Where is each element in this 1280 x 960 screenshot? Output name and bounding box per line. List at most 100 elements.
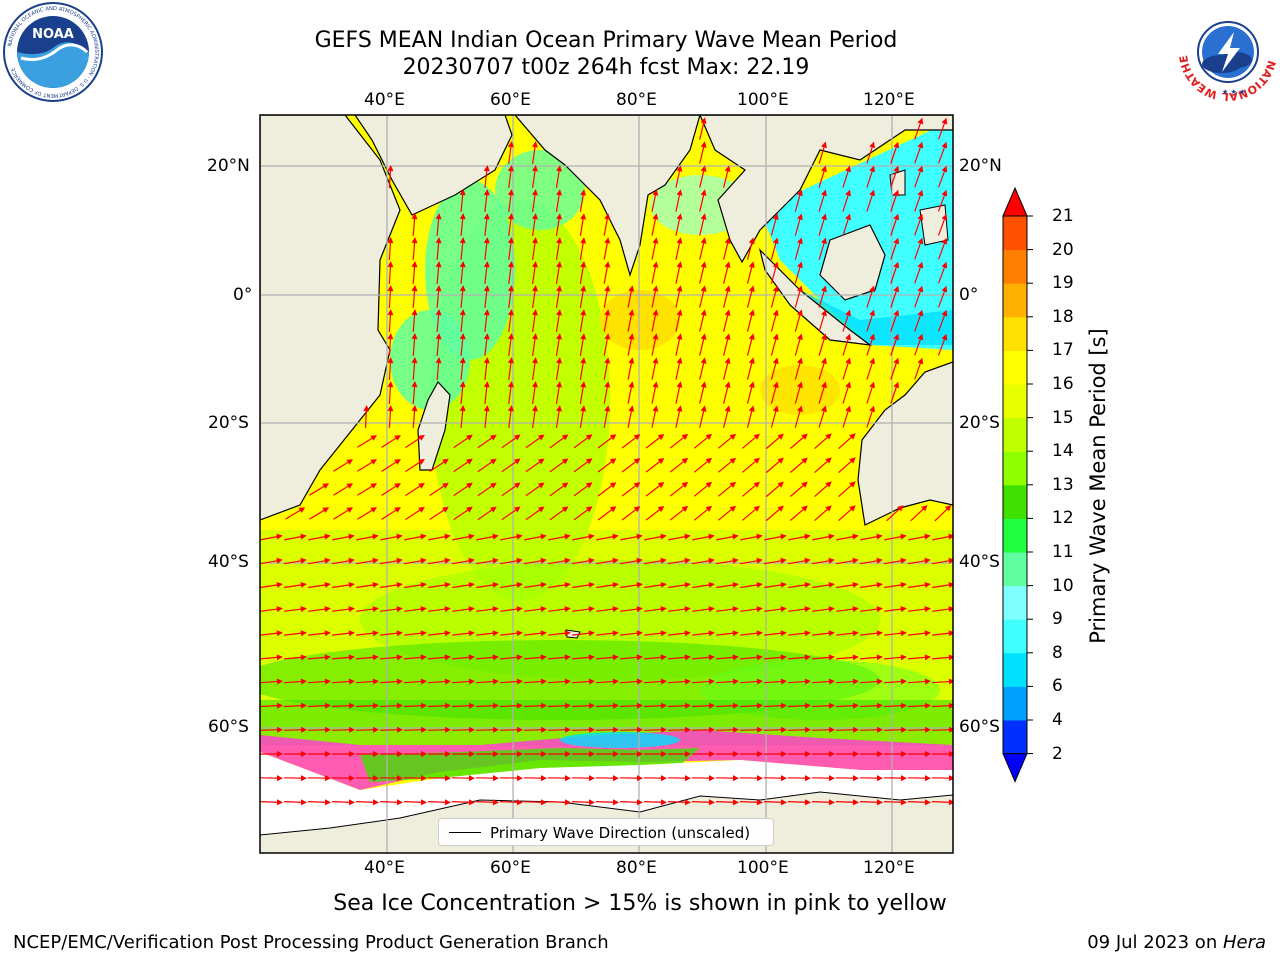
wave-arrow xyxy=(627,288,633,308)
wave-arrow xyxy=(555,240,561,260)
wave-arrow-head xyxy=(561,482,569,489)
colorbar-tick-label: 8 xyxy=(1052,642,1063,663)
wave-arrow-head xyxy=(556,357,562,364)
wave-arrow-head xyxy=(483,189,490,196)
wave-arrow-head xyxy=(507,357,514,364)
wave-arrow xyxy=(405,435,423,449)
wave-arrow-head xyxy=(493,775,499,782)
wave-arrow-head xyxy=(893,261,900,269)
wave-arrow xyxy=(427,559,449,565)
wave-arrow xyxy=(603,384,609,404)
wave-arrow xyxy=(838,482,854,498)
wave-arrow xyxy=(484,240,488,260)
wave-arrow xyxy=(890,144,898,164)
wave-arrow xyxy=(508,408,512,428)
wave-arrow xyxy=(555,192,561,212)
wave-arrow-head xyxy=(459,405,466,412)
wave-arrow-head xyxy=(507,309,514,316)
wave-arrow-head xyxy=(396,654,403,661)
wave-arrow-head xyxy=(893,381,900,389)
wave-arrow xyxy=(814,482,830,498)
wave-arrow xyxy=(937,120,947,140)
wave-arrow-head xyxy=(300,533,307,540)
wave-arrow xyxy=(427,680,449,684)
wave-arrow xyxy=(692,535,712,541)
wave-arrow xyxy=(500,608,520,612)
wave-arrow xyxy=(357,460,375,472)
wave-arrow-head xyxy=(845,213,851,221)
wave-arrow xyxy=(620,632,640,636)
wave-arrow-head xyxy=(580,189,587,196)
wave-arrow xyxy=(572,535,592,541)
wave-arrow-head xyxy=(893,285,900,293)
wave-arrow xyxy=(937,216,947,236)
wave-arrow-head xyxy=(705,433,713,440)
wave-arrow-head xyxy=(370,507,377,513)
wave-arrow xyxy=(381,508,399,520)
wave-arrow-head xyxy=(387,309,394,316)
wave-arrow xyxy=(890,192,898,212)
wave-arrow-head xyxy=(700,381,707,388)
wave-arrow xyxy=(595,704,617,708)
wave-arrow-head xyxy=(821,357,827,365)
wave-arrow xyxy=(866,192,874,212)
wave-arrow-head xyxy=(585,434,593,441)
wave-arrow xyxy=(937,240,947,260)
wave-arrow-head xyxy=(724,333,731,340)
wave-arrow xyxy=(355,656,377,660)
wave-arrow-head xyxy=(948,799,953,806)
wave-arrow xyxy=(547,801,569,803)
wave-arrow xyxy=(814,434,830,450)
wave-arrow xyxy=(523,729,545,731)
wave-arrow xyxy=(260,801,281,803)
wave-arrow xyxy=(675,240,681,260)
wave-arrow xyxy=(380,535,400,541)
wave-arrow-head xyxy=(756,630,763,637)
wave-arrow xyxy=(814,506,830,522)
wave-arrow xyxy=(307,680,329,684)
wave-arrow-head xyxy=(901,775,907,782)
wave-arrow xyxy=(603,216,609,236)
wave-arrow-head xyxy=(540,533,547,540)
wave-arrow xyxy=(333,484,351,496)
wave-arrow-head xyxy=(459,333,466,340)
wave-arrow xyxy=(453,435,471,449)
wave-arrow xyxy=(476,583,496,589)
wave-arrow-head xyxy=(420,606,427,613)
wave-arrow-head xyxy=(589,775,595,782)
wave-arrow-head xyxy=(324,678,331,685)
wave-arrow-head xyxy=(829,751,835,757)
wave-arrow xyxy=(484,312,488,332)
wave-arrow xyxy=(886,506,902,522)
wave-arrow-head xyxy=(876,799,883,806)
wave-direction-arrows xyxy=(260,117,953,806)
wave-arrow-head xyxy=(797,309,803,317)
wave-arrow-head xyxy=(917,357,924,365)
colorbar-cell xyxy=(1003,417,1027,452)
wave-arrow-head xyxy=(540,582,547,588)
wave-arrow-head xyxy=(516,630,523,637)
wave-arrow xyxy=(675,264,681,284)
wave-arrow-head xyxy=(564,533,571,540)
wave-arrow xyxy=(866,312,874,332)
wave-arrow xyxy=(460,240,464,260)
wave-arrow xyxy=(532,216,536,236)
wave-arrow-head xyxy=(897,505,904,512)
wave-arrow xyxy=(388,263,392,285)
wave-arrow xyxy=(621,459,639,473)
wave-arrow xyxy=(699,240,705,260)
wave-arrow xyxy=(532,264,536,284)
wave-arrow-head xyxy=(507,165,514,172)
wave-arrow-head xyxy=(797,261,803,269)
wave-arrow xyxy=(451,559,473,565)
wave-arrow-head xyxy=(277,751,283,757)
wave-arrow-head xyxy=(756,557,763,564)
wave-arrow-head xyxy=(924,630,931,637)
wave-arrow-head xyxy=(797,405,803,413)
wave-arrow xyxy=(572,583,592,589)
wave-arrow-head xyxy=(516,557,523,564)
wave-arrow-head xyxy=(459,309,466,316)
wave-arrow-head xyxy=(732,726,739,733)
colorbar-tick-label: 15 xyxy=(1052,407,1074,428)
wave-arrow xyxy=(675,360,681,380)
